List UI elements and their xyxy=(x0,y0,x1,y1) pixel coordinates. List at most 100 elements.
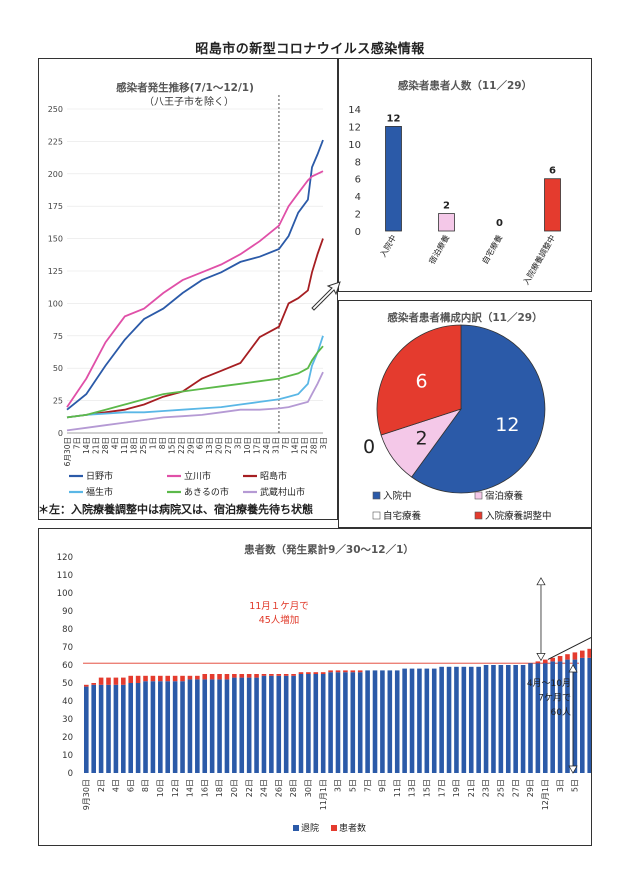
pie-value-label: 0 xyxy=(363,436,375,458)
x-tick-label: 24日 xyxy=(262,437,271,454)
pie-chart-title: 感染者患者構成内訳（11／29） xyxy=(387,311,542,324)
legend-label: あきるの市 xyxy=(184,486,229,498)
bar-discharged xyxy=(209,679,215,773)
bar-patients xyxy=(313,672,319,674)
y-tick-label: 110 xyxy=(57,571,73,581)
x-tick-label: 7日 xyxy=(363,779,372,792)
bar-patients xyxy=(187,675,193,680)
bar-discharged xyxy=(106,684,111,773)
legend-label: 立川市 xyxy=(184,470,211,482)
bar-patients xyxy=(239,674,245,678)
bar-patients xyxy=(306,672,311,674)
x-tick-label: 29日 xyxy=(186,437,195,454)
category-label: 自宅療養 xyxy=(480,233,505,266)
x-tick-label: 7日 xyxy=(72,437,81,449)
bar-discharged xyxy=(84,686,89,773)
arrow-head-icon xyxy=(536,653,546,662)
y-tick-label: 10 xyxy=(348,140,361,151)
x-tick-label: 22日 xyxy=(177,437,186,454)
y-tick-label: 0 xyxy=(68,769,73,779)
x-tick-label: 5日 xyxy=(348,779,357,792)
bar-patients xyxy=(113,677,119,685)
y-tick-label: 120 xyxy=(57,553,73,563)
bar-discharged xyxy=(121,684,126,773)
legend-label: 患者数 xyxy=(339,822,366,834)
cumulative-chart-title: 患者数（発生累計9／30～12／1） xyxy=(244,543,414,556)
y-tick-label: 100 xyxy=(57,589,73,599)
x-tick-label: 3日 xyxy=(234,437,243,449)
bar-patients xyxy=(572,652,578,660)
x-tick-label: 21日 xyxy=(467,779,476,797)
bar-discharged xyxy=(580,657,585,773)
bar-discharged xyxy=(283,675,289,773)
x-tick-label: 14日 xyxy=(82,437,91,454)
bar-discharged xyxy=(528,663,533,773)
bar-discharged xyxy=(520,665,526,773)
bar-patients xyxy=(298,672,304,674)
bar-discharged xyxy=(513,665,518,773)
x-tick-label: 6日 xyxy=(196,437,205,449)
y-tick-label: 0 xyxy=(58,429,63,438)
bar-discharged xyxy=(239,677,245,773)
bar-value-label: 12 xyxy=(387,113,401,124)
bar-value-label: 0 xyxy=(496,218,503,229)
bar-patients xyxy=(328,670,333,673)
bar-discharged xyxy=(298,674,304,773)
x-tick-label: 10日 xyxy=(243,437,252,454)
bar-discharged xyxy=(202,679,208,773)
bar-discharged xyxy=(158,681,163,773)
x-tick-label: 31日 xyxy=(272,437,281,454)
bar-discharged xyxy=(232,677,237,773)
pie-value-label: 6 xyxy=(416,370,428,392)
bar-patients xyxy=(291,674,296,676)
x-tick-label: 13日 xyxy=(408,779,417,797)
bar-patients xyxy=(246,674,252,678)
line-chart: 感染者発生推移(7/1～12/1)（八王子市を除く） 0 25 50 75 100 125 1… xyxy=(48,81,328,498)
bar-patients xyxy=(217,674,222,680)
x-tick-label: 3日 xyxy=(556,779,565,792)
bar-patients xyxy=(550,657,555,662)
x-tick-label: 16日 xyxy=(200,779,209,797)
x-tick-label: 27日 xyxy=(224,437,233,454)
patient-count-panel: 感染者患者人数（11／29） 0 2 4 6 8 10 12 14 12 入院中 2 宿泊療養 0 自宅療養… xyxy=(338,58,592,292)
bar-discharged xyxy=(572,659,578,773)
legend-label: 自宅療養 xyxy=(383,510,422,522)
y-tick-label: 175 xyxy=(48,202,63,211)
bar-discharged xyxy=(550,661,555,773)
series-line-0 xyxy=(66,139,324,411)
bar-discharged xyxy=(195,679,200,773)
y-tick-label: 100 xyxy=(48,299,63,308)
bar-patients xyxy=(542,659,548,664)
x-tick-label: 1日 xyxy=(148,437,157,449)
line-chart-panel: 感染者発生推移(7/1～12/1) （八王子市を除く） 0 25 50 75 100 125 1… xyxy=(38,58,338,520)
x-tick-label: 3日 xyxy=(319,437,328,449)
annotation-apr-oct-line3: 60人 xyxy=(551,707,571,718)
legend-label: 日野市 xyxy=(86,470,113,482)
x-tick-label: 15日 xyxy=(167,437,176,454)
bar-discharged xyxy=(276,675,282,773)
annotation-apr-oct-line2: 7ケ月で xyxy=(538,693,571,704)
bar-patients xyxy=(232,674,237,678)
x-tick-label: 21日 xyxy=(91,437,100,454)
pointer-arrow-icon xyxy=(311,281,341,311)
bar-value-label: 2 xyxy=(443,201,450,212)
category-label: 宿泊療養 xyxy=(427,233,452,266)
bar-patients xyxy=(350,670,356,673)
y-tick-label: 8 xyxy=(355,157,361,168)
x-tick-label: 25日 xyxy=(139,437,148,454)
x-tick-label: 19日 xyxy=(452,779,461,797)
legend-swatch xyxy=(474,491,483,500)
bar-discharged xyxy=(172,681,178,773)
bar-discharged xyxy=(476,666,481,773)
footnote: ＊左：入院療養調整中は病院又は、宿泊療養先待ち状態 xyxy=(38,503,313,516)
x-tick-label: 28日 xyxy=(310,437,319,454)
bar-discharged xyxy=(320,674,326,773)
arrow-head-icon xyxy=(568,765,578,774)
x-tick-label: 23日 xyxy=(482,779,491,797)
legend-label: 福生市 xyxy=(86,486,113,498)
x-tick-label: 3日 xyxy=(334,779,343,792)
y-tick-label: 6 xyxy=(355,175,361,186)
series-line-3 xyxy=(66,335,324,419)
x-tick-label: 22日 xyxy=(245,779,254,797)
x-tick-label: 13日 xyxy=(205,437,214,454)
